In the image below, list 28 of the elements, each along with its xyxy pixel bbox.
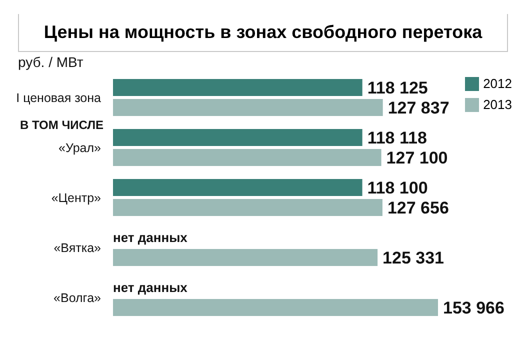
x-axis-title: руб. / МВт (18, 54, 84, 70)
legend-label: 2013 (483, 97, 512, 112)
y-tick-label: I ценовая зона (16, 91, 102, 105)
bar (113, 129, 362, 146)
data-label: 118 118 (367, 128, 427, 148)
data-label: 127 100 (386, 148, 448, 168)
data-label: 153 966 (443, 298, 504, 318)
data-label: 127 656 (387, 198, 449, 218)
bar (113, 199, 382, 216)
y-tick-label: «Урал» (58, 141, 102, 155)
bar (113, 99, 383, 116)
y-tick-label: «Волга» (54, 291, 102, 305)
text: нет данных (113, 280, 188, 295)
data-label: 125 331 (382, 248, 444, 268)
y-tick-label: «Центр» (51, 191, 102, 205)
data-label: 118 100 (367, 178, 428, 198)
bar (113, 299, 438, 316)
chart-title: Цены на мощность в зонах свободного перетока (18, 14, 508, 52)
text: нет данных (113, 230, 188, 245)
data-label: 118 125 (367, 78, 428, 98)
y-tick-label: «Вятка» (54, 241, 102, 255)
data-label: 127 837 (388, 98, 450, 118)
bar (113, 149, 382, 166)
text: В ТОМ ЧИСЛЕ (20, 118, 104, 132)
bar (113, 179, 362, 196)
legend-label: 2012 (483, 76, 512, 91)
bar (113, 79, 362, 96)
bar (113, 249, 378, 266)
